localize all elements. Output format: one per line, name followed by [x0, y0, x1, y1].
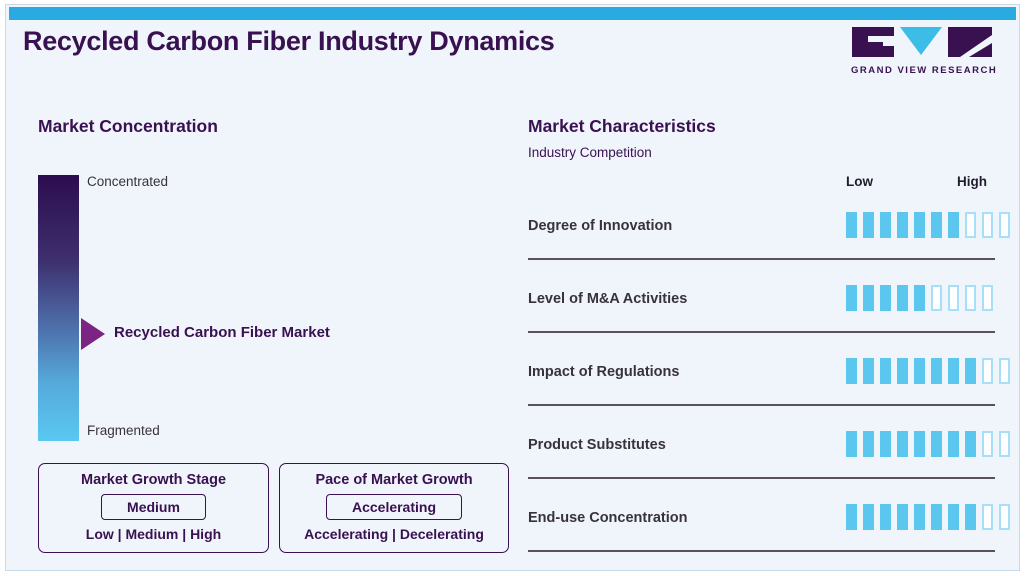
scale-label-high: High [957, 174, 987, 189]
rating-segment-filled [863, 285, 874, 311]
rating-segment-empty [965, 285, 976, 311]
characteristic-label: Degree of Innovation [528, 218, 673, 234]
rating-segment-empty [982, 358, 993, 384]
rating-segment-filled [965, 358, 976, 384]
market-position-label: Recycled Carbon Fiber Market [114, 324, 330, 341]
characteristic-row: Impact of Regulations [528, 357, 1010, 406]
growth-stage-title: Market Growth Stage [80, 472, 227, 488]
page-title: Recycled Carbon Fiber Industry Dynamics [23, 26, 555, 56]
characteristic-label: Product Substitutes [528, 437, 666, 453]
rating-segment-filled [948, 504, 959, 530]
concentration-gradient-bar [38, 175, 79, 441]
rating-segment-filled [880, 358, 891, 384]
rating-segment-filled [897, 504, 908, 530]
rating-segment-filled [846, 431, 857, 457]
rating-segment-empty [982, 285, 993, 311]
rating-segment-filled [914, 431, 925, 457]
rating-segment-filled [863, 431, 874, 457]
rating-segment-filled [846, 358, 857, 384]
rating-segment-empty [931, 285, 942, 311]
rating-segment-filled [948, 212, 959, 238]
gvr-logo-glyphs [852, 27, 992, 57]
rating-bar [846, 212, 1010, 238]
rating-bar [846, 285, 993, 311]
characteristic-row: Degree of Innovation [528, 211, 1010, 260]
rating-segment-filled [863, 212, 874, 238]
growth-stage-options: Low | Medium | High [85, 526, 222, 542]
rating-segment-filled [914, 504, 925, 530]
section-heading-market-characteristics: Market Characteristics [528, 116, 716, 136]
logo-g-glyph [852, 27, 894, 57]
characteristic-row: Product Substitutes [528, 430, 1010, 479]
rating-segment-empty [982, 431, 993, 457]
rating-segment-filled [863, 504, 874, 530]
rating-segment-empty [999, 431, 1010, 457]
rating-segment-filled [914, 358, 925, 384]
top-accent-bar [9, 7, 1016, 20]
rating-bar [846, 431, 1010, 457]
characteristic-label: Impact of Regulations [528, 364, 680, 380]
concentration-scale-bottom-label: Fragmented [87, 423, 160, 438]
rating-segment-filled [846, 212, 857, 238]
rating-segment-filled [863, 358, 874, 384]
rating-segment-filled [931, 504, 942, 530]
rating-segment-filled [931, 212, 942, 238]
rating-segment-filled [914, 212, 925, 238]
rating-segment-empty [982, 212, 993, 238]
growth-pace-title: Pace of Market Growth [315, 472, 473, 488]
rating-segment-empty [999, 358, 1010, 384]
logo-v-glyph [900, 27, 942, 55]
rating-segment-filled [914, 285, 925, 311]
rating-segment-filled [880, 431, 891, 457]
concentration-scale-top-label: Concentrated [87, 174, 169, 189]
scale-label-low: Low [846, 174, 873, 189]
characteristic-label: End-use Concentration [528, 510, 688, 526]
rating-segment-filled [897, 358, 908, 384]
rating-segment-empty [999, 212, 1010, 238]
rating-bar [846, 504, 1010, 530]
rating-segment-filled [931, 431, 942, 457]
rating-segment-filled [880, 504, 891, 530]
rating-segment-filled [880, 285, 891, 311]
logo-r-glyph [948, 27, 992, 57]
rating-segment-filled [897, 431, 908, 457]
growth-pace-selected-value: Accelerating [325, 494, 463, 520]
market-position-arrow-icon [81, 318, 105, 350]
rating-segment-filled [846, 285, 857, 311]
characteristics-list: Degree of Innovation Level of M&A Activi… [528, 211, 1010, 576]
rating-segment-filled [965, 504, 976, 530]
panel: Recycled Carbon Fiber Industry Dynamics … [5, 4, 1020, 571]
industry-competition-subtitle: Industry Competition [528, 145, 652, 160]
rating-segment-filled [948, 431, 959, 457]
rating-segment-filled [931, 358, 942, 384]
rating-segment-empty [999, 504, 1010, 530]
logo-wordmark: GRAND VIEW RESEARCH [851, 65, 998, 76]
market-growth-stage-box: Market Growth Stage Medium Low | Medium … [38, 463, 269, 553]
characteristic-row: Level of M&A Activities [528, 284, 995, 333]
growth-pace-options: Accelerating | Decelerating [304, 526, 484, 542]
section-heading-market-concentration: Market Concentration [38, 116, 218, 136]
gvr-logo: GRAND VIEW RESEARCH [851, 27, 998, 76]
characteristic-label: Level of M&A Activities [528, 291, 688, 307]
rating-segment-empty [965, 212, 976, 238]
rating-segment-filled [948, 358, 959, 384]
rating-segment-empty [982, 504, 993, 530]
growth-stage-selected-value: Medium [101, 494, 206, 520]
rating-segment-filled [846, 504, 857, 530]
rating-segment-filled [880, 212, 891, 238]
rating-segment-filled [965, 431, 976, 457]
rating-segment-empty [948, 285, 959, 311]
characteristic-row: End-use Concentration [528, 503, 1010, 552]
rating-segment-filled [897, 212, 908, 238]
market-growth-pace-box: Pace of Market Growth Accelerating Accel… [279, 463, 509, 553]
rating-bar [846, 358, 1010, 384]
rating-segment-filled [897, 285, 908, 311]
